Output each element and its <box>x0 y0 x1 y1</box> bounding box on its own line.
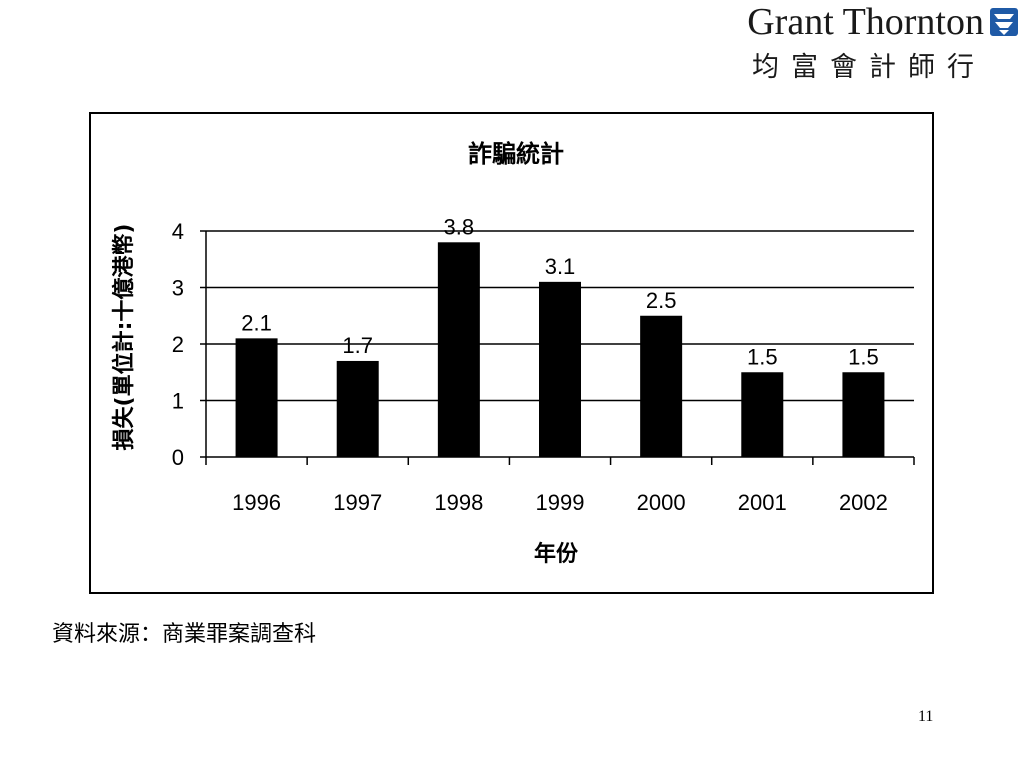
bar-2001 <box>741 372 784 457</box>
y-tick-label: 1 <box>172 389 184 414</box>
grant-thornton-logo-icon <box>990 8 1018 36</box>
logo-name-en: Grant Thornton <box>747 1 984 43</box>
data-label: 2.5 <box>646 288 677 313</box>
y-tick-label: 4 <box>172 219 184 244</box>
page-number: 11 <box>918 708 934 725</box>
x-tick-label: 1997 <box>333 490 382 515</box>
bar-1996 <box>235 338 278 457</box>
bar-1999 <box>539 281 581 457</box>
y-axis-label: 損失(單位計:十億港幣) <box>111 224 137 451</box>
logo-name-zh: 均富會計師行 <box>752 52 986 83</box>
x-tick-label: 2000 <box>637 490 686 515</box>
x-tick-label: 2001 <box>738 490 787 515</box>
data-label: 3.1 <box>545 254 576 279</box>
y-tick-label: 0 <box>172 445 184 470</box>
chart-frame: 詐騙統計 損失(單位計:十億港幣) 年份 0 1 2 3 4 1996 2.1 1997 1.7… <box>89 112 934 594</box>
y-tick-label: 2 <box>172 332 184 357</box>
x-axis-label: 年份 <box>534 541 579 567</box>
bars <box>235 242 885 457</box>
x-tick-label: 2002 <box>839 490 888 515</box>
axes <box>200 230 915 465</box>
chart-title: 詐騙統計 <box>468 140 564 168</box>
y-tick-label: 3 <box>172 276 184 301</box>
bar-1997 <box>336 360 379 457</box>
data-label: 2.1 <box>241 310 272 335</box>
x-tick-label: 1999 <box>536 490 585 515</box>
bar-2002 <box>842 372 885 457</box>
logo: Grant Thornton 均富會計師行 <box>700 0 1020 100</box>
bar-2000 <box>640 315 683 457</box>
source-note: 資料來源：商業罪案調查科 <box>52 622 317 647</box>
data-label: 1.5 <box>848 344 879 369</box>
tick-and-data-labels: 0 1 2 3 4 1996 2.1 1997 1.7 1998 3.8 1999 3.1 2000 2.5… <box>172 214 888 515</box>
x-tick-label: 1996 <box>232 490 281 515</box>
data-label: 1.5 <box>747 344 778 369</box>
x-tick-label: 1998 <box>434 490 483 515</box>
fraud-statistics-chart: 詐騙統計 損失(單位計:十億港幣) 年份 0 1 2 3 4 1996 2.1 1997 1.7… <box>111 140 915 567</box>
data-label: 1.7 <box>342 333 373 358</box>
data-label: 3.8 <box>444 214 475 239</box>
bar-1998 <box>437 242 480 457</box>
